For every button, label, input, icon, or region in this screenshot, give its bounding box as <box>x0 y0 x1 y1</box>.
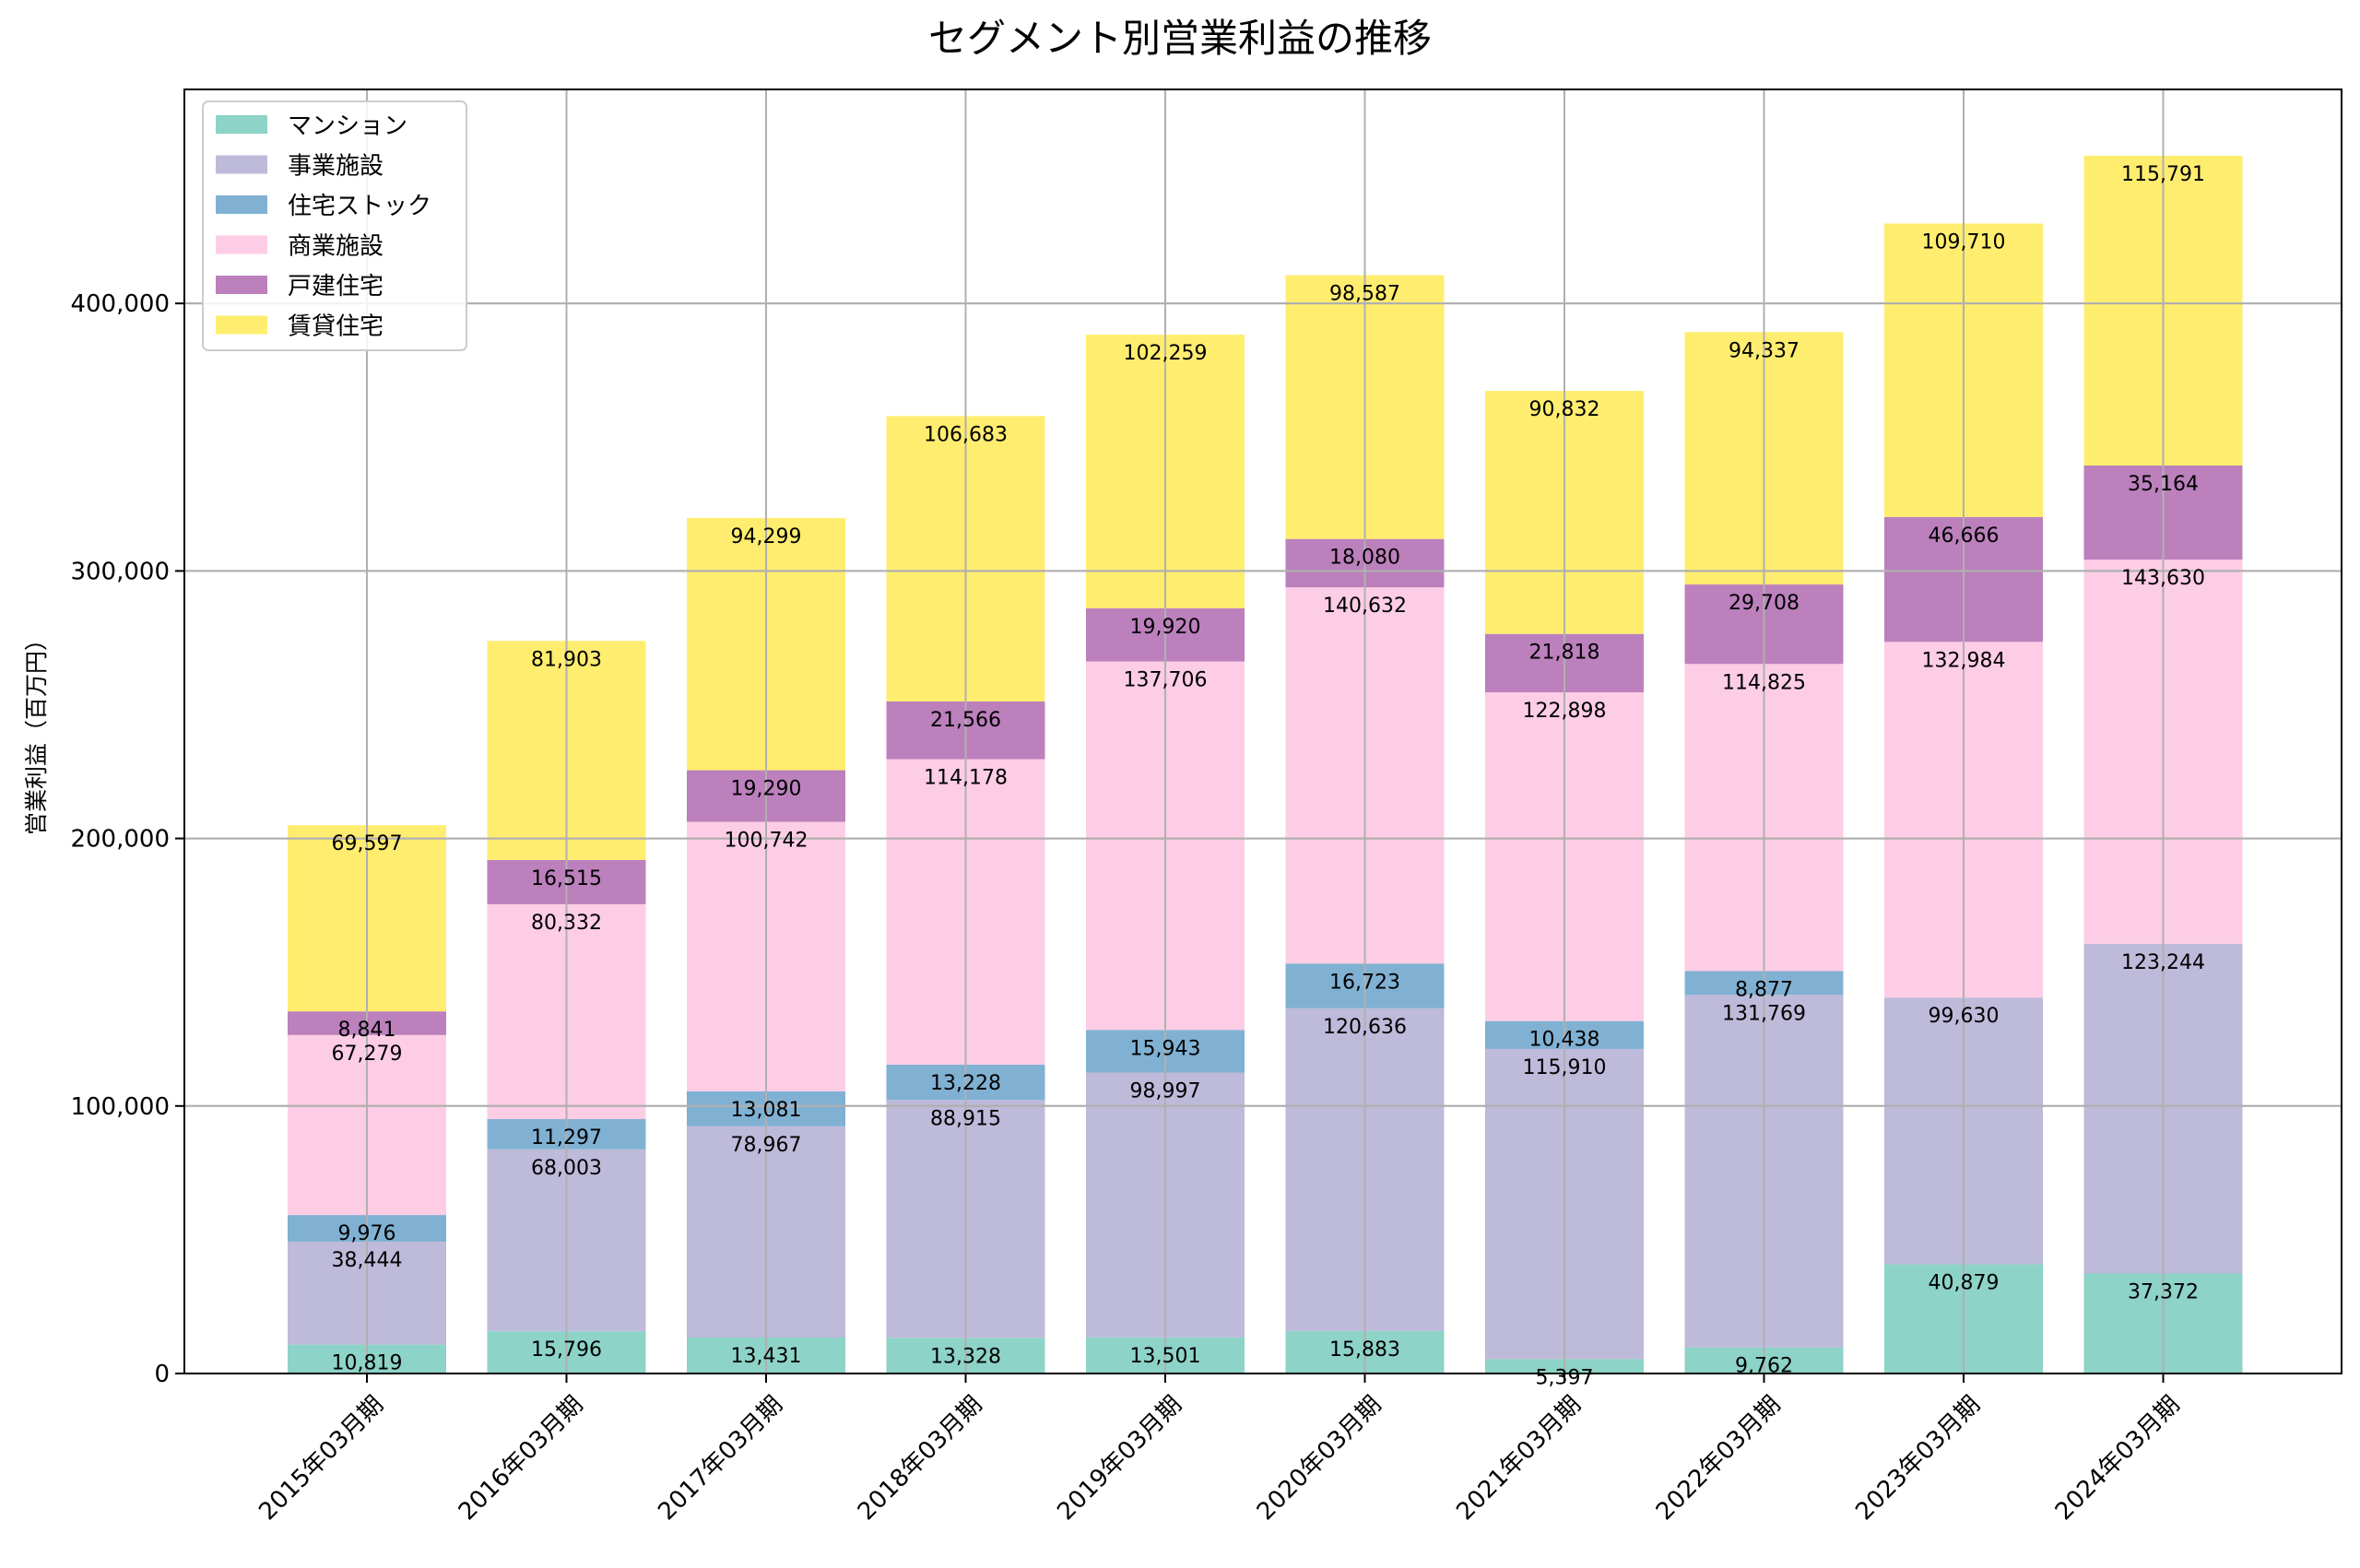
data-label: 13,081 <box>731 1099 802 1122</box>
legend-swatch <box>216 195 267 214</box>
data-label: 69,597 <box>332 832 403 855</box>
x-tick-label: 2017年03月期 <box>653 1391 788 1527</box>
data-label: 78,967 <box>731 1134 802 1157</box>
data-label: 19,920 <box>1130 616 1201 639</box>
data-label: 143,630 <box>2121 567 2205 590</box>
legend-box <box>202 100 467 351</box>
legend-label: 住宅ストック <box>288 193 431 220</box>
data-label: 115,910 <box>1523 1056 1607 1079</box>
data-label: 29,708 <box>1729 592 1800 615</box>
data-label: 13,431 <box>731 1345 802 1368</box>
data-label: 102,259 <box>1124 342 1208 365</box>
data-label: 109,710 <box>1922 230 2006 253</box>
data-label: 122,898 <box>1523 700 1607 723</box>
data-label: 8,841 <box>338 1019 396 1042</box>
data-label: 16,515 <box>531 867 602 890</box>
data-label: 94,337 <box>1729 339 1800 362</box>
y-axis-label: 営業利益（百万円） <box>23 628 50 835</box>
legend-label: 戸建住宅 <box>288 273 384 301</box>
data-label: 19,290 <box>731 778 802 801</box>
legend-swatch <box>216 235 267 254</box>
data-label: 15,883 <box>1329 1338 1400 1362</box>
legend-label: マンション <box>288 112 407 140</box>
data-label: 38,444 <box>332 1249 403 1272</box>
data-label: 15,796 <box>531 1338 602 1362</box>
data-label: 21,566 <box>930 709 1001 732</box>
data-label: 132,984 <box>1922 649 2006 672</box>
y-tick-label: 100,000 <box>70 1093 170 1121</box>
x-tick-label: 2024年03月期 <box>2050 1391 2186 1527</box>
x-tick-label: 2016年03月期 <box>454 1391 589 1527</box>
chart-title: セグメント別営業利益の推移 <box>928 16 1432 61</box>
data-label: 94,299 <box>731 525 802 548</box>
legend-swatch <box>216 315 267 335</box>
data-label: 114,178 <box>924 767 1008 790</box>
data-label: 9,976 <box>338 1222 396 1245</box>
data-label: 99,630 <box>1929 1005 2000 1028</box>
data-label: 18,080 <box>1329 547 1400 570</box>
data-label: 67,279 <box>332 1043 403 1066</box>
y-tick-label: 400,000 <box>70 290 170 318</box>
data-label: 68,003 <box>531 1157 602 1180</box>
data-label: 8,877 <box>1735 979 1793 1002</box>
data-label: 13,501 <box>1130 1345 1201 1368</box>
data-label: 16,723 <box>1329 971 1400 994</box>
data-label: 137,706 <box>1124 669 1208 692</box>
data-label: 120,636 <box>1323 1016 1407 1039</box>
y-tick-label: 300,000 <box>70 558 170 585</box>
x-tick-label: 2021年03月期 <box>1451 1391 1587 1527</box>
data-label: 13,328 <box>930 1345 1001 1368</box>
data-label: 131,769 <box>1722 1002 1806 1025</box>
legend-swatch <box>216 115 267 134</box>
y-tick-label: 200,000 <box>70 826 170 854</box>
data-label: 15,943 <box>1130 1037 1201 1060</box>
data-label: 37,372 <box>2128 1281 2199 1304</box>
data-label: 123,244 <box>2121 951 2205 974</box>
data-label: 98,587 <box>1329 283 1400 306</box>
x-tick-label: 2019年03月期 <box>1052 1391 1187 1527</box>
y-tick-label: 0 <box>154 1361 170 1388</box>
data-label: 140,632 <box>1323 595 1407 618</box>
data-label: 11,297 <box>531 1126 602 1149</box>
data-label: 46,666 <box>1929 525 2000 548</box>
x-tick-label: 2020年03月期 <box>1252 1391 1387 1527</box>
data-label: 10,819 <box>332 1352 403 1375</box>
data-label: 115,791 <box>2121 163 2205 186</box>
legend-swatch <box>216 155 267 174</box>
legend-label: 事業施設 <box>288 153 384 181</box>
data-label: 88,915 <box>930 1107 1001 1130</box>
data-label: 106,683 <box>924 423 1008 446</box>
x-tick-label: 2015年03月期 <box>254 1391 389 1527</box>
data-label: 80,332 <box>531 912 602 935</box>
legend-label: 商業施設 <box>288 233 384 261</box>
data-label: 13,228 <box>930 1072 1001 1095</box>
data-label: 35,164 <box>2128 473 2199 496</box>
plot-frame <box>183 88 2342 1374</box>
data-label: 81,903 <box>531 648 602 671</box>
x-tick-label: 2023年03月期 <box>1850 1391 1986 1527</box>
data-label: 100,742 <box>725 830 808 853</box>
data-label: 98,997 <box>1130 1080 1201 1103</box>
x-tick-label: 2022年03月期 <box>1651 1391 1787 1527</box>
x-tick-label: 2018年03月期 <box>853 1391 988 1527</box>
data-label: 21,818 <box>1529 642 1600 665</box>
bars-layer <box>288 155 2243 1373</box>
data-label: 90,832 <box>1529 398 1600 421</box>
data-label: 10,438 <box>1529 1029 1600 1052</box>
data-label: 114,825 <box>1722 671 1806 694</box>
data-label: 40,879 <box>1929 1271 2000 1294</box>
legend-label: 賃貸住宅 <box>288 313 384 341</box>
legend-swatch <box>216 276 267 294</box>
